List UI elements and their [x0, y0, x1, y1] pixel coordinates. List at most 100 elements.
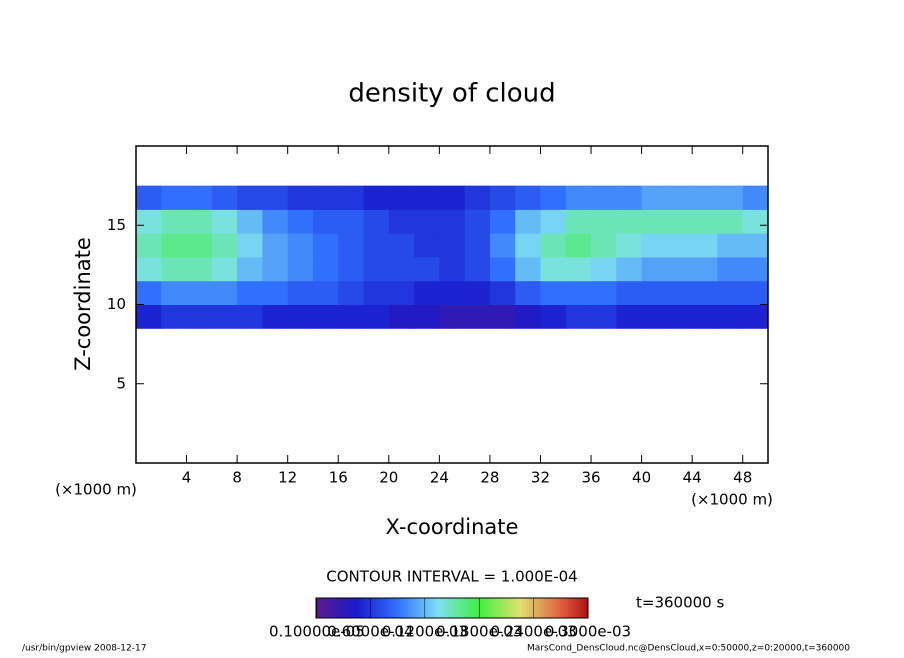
heat-cell [161, 233, 188, 258]
heat-cell [211, 280, 238, 305]
heat-cell [692, 185, 718, 210]
heat-cell [742, 185, 769, 210]
heat-cell [666, 304, 693, 329]
heat-cell [136, 233, 162, 258]
x-tick-label: 20 [379, 469, 398, 487]
heat-cell [464, 280, 491, 305]
x-tick-label: 8 [232, 469, 242, 487]
time-label: t=360000 s [636, 594, 724, 612]
heat-cell [692, 280, 718, 305]
heat-cell [136, 185, 162, 210]
heat-cell [287, 209, 314, 234]
heat-cell [489, 280, 516, 305]
heat-cell [363, 256, 390, 282]
heat-cell [161, 256, 188, 282]
heat-cell [312, 280, 339, 305]
y-axis-label: Z-coordinate [71, 237, 95, 371]
heat-cell [591, 209, 617, 234]
heat-cell [414, 256, 440, 282]
heat-cell [186, 256, 213, 282]
heat-cell [591, 185, 617, 210]
heat-cell [414, 280, 440, 305]
footer-right: MarsCond_DensCloud.nc@DensCloud,x=0:5000… [527, 644, 850, 654]
heat-cell [565, 304, 592, 329]
heat-cell [237, 304, 263, 329]
heat-cell [338, 233, 365, 258]
heat-cell [312, 256, 339, 282]
heat-cell [489, 209, 516, 234]
heat-cell [717, 280, 744, 305]
colorbar-tick-label: 0.1200e-03 [382, 623, 468, 641]
heat-cell [616, 209, 643, 234]
heat-cell [641, 256, 668, 282]
heat-cell [136, 209, 162, 234]
heat-cell [237, 280, 263, 305]
heat-cell [439, 280, 466, 305]
heat-cell [616, 304, 643, 329]
heat-cell [338, 304, 365, 329]
heat-cell [186, 280, 213, 305]
heat-cell [717, 185, 744, 210]
heat-cell [489, 185, 516, 210]
colorbar-tick-label: 0.1800e-03 [436, 623, 522, 641]
heat-cell [287, 233, 314, 258]
heat-cell [312, 209, 339, 234]
heat-cell [439, 304, 466, 329]
heat-cell [186, 185, 213, 210]
x-axis-label: X-coordinate [386, 515, 519, 539]
heat-cell [262, 304, 289, 329]
heat-cell [262, 185, 289, 210]
heat-cell [666, 233, 693, 258]
heat-cell [388, 304, 415, 329]
heat-cell [262, 233, 289, 258]
heat-cell [439, 209, 466, 234]
heat-cell [717, 256, 744, 282]
heat-cell [161, 304, 188, 329]
heat-cell [237, 209, 263, 234]
heat-cell [591, 233, 617, 258]
heat-cell [565, 209, 592, 234]
heat-cell [692, 304, 718, 329]
colorbar-tick-label: 0.3000e-03 [545, 623, 631, 641]
heat-cell [237, 233, 263, 258]
heat-cell [439, 233, 466, 258]
heat-cell [312, 185, 339, 210]
heat-cell [515, 233, 541, 258]
heat-cell [540, 233, 567, 258]
footer-left: /usr/bin/gpview 2008-12-17 [22, 644, 146, 654]
heat-cell [540, 209, 567, 234]
heat-cell [464, 304, 491, 329]
x-tick-label: 36 [581, 469, 600, 487]
heat-cell [414, 185, 440, 210]
heat-cell [565, 233, 592, 258]
heat-cell [161, 280, 188, 305]
heat-cell [742, 209, 769, 234]
heat-cell [338, 256, 365, 282]
heat-cell [186, 304, 213, 329]
heat-cell [363, 233, 390, 258]
heat-cell [616, 185, 643, 210]
heat-cell [161, 209, 188, 234]
heat-cell [312, 304, 339, 329]
heat-cell [363, 304, 390, 329]
heat-cell [338, 209, 365, 234]
heat-cell [641, 280, 668, 305]
x-tick-label: 4 [182, 469, 192, 487]
heat-cell [161, 185, 188, 210]
heat-cell [211, 256, 238, 282]
heat-cell [666, 209, 693, 234]
heat-cell [692, 209, 718, 234]
heat-cell [717, 233, 744, 258]
x-tick-label: 24 [430, 469, 449, 487]
heat-cell [515, 304, 541, 329]
heat-cell [742, 304, 769, 329]
heat-cell [565, 280, 592, 305]
y-unit: (×1000 m) [55, 481, 137, 499]
colorbar-tick-label: 0.6000e-04 [327, 623, 413, 641]
x-tick-label: 40 [632, 469, 651, 487]
heat-cell [591, 280, 617, 305]
heat-cell [540, 256, 567, 282]
heat-cell [540, 185, 567, 210]
heat-cell [742, 280, 769, 305]
